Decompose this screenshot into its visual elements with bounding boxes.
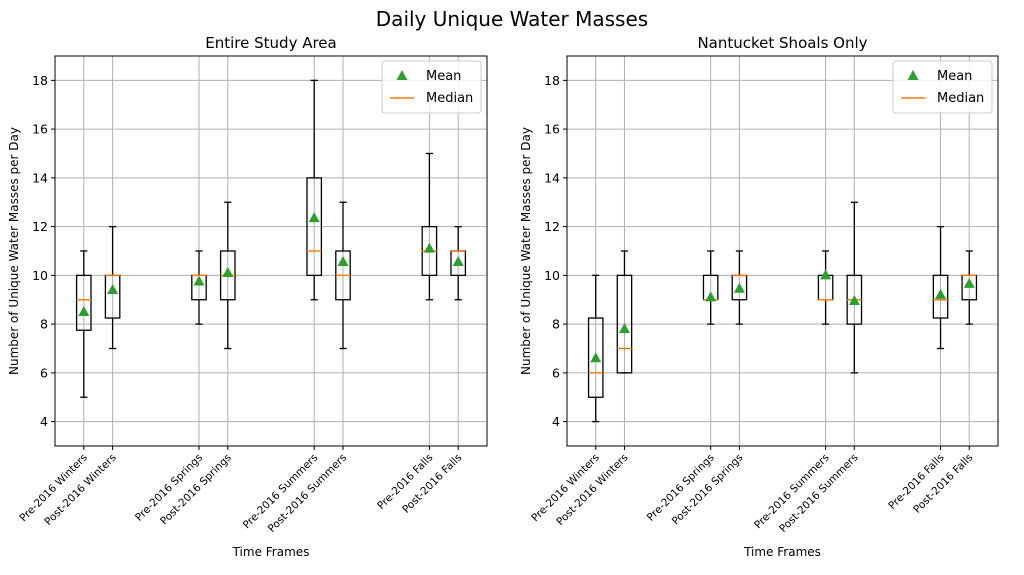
box-2 — [616, 250, 633, 374]
mean-marker — [423, 242, 435, 253]
box-6 — [846, 201, 863, 374]
panel-title: Nantucket Shoals Only — [697, 34, 867, 52]
y-tick-label: 12 — [32, 219, 48, 234]
y-tick-label: 4 — [40, 414, 48, 429]
mean-marker — [820, 269, 832, 280]
box-iqr — [306, 177, 323, 277]
mean-marker — [963, 277, 975, 288]
mean-marker — [452, 255, 464, 266]
legend-median-label: Median — [937, 91, 984, 106]
x-axis-label: Time Frames — [743, 545, 821, 559]
y-tick-label: 6 — [40, 365, 48, 380]
box-8 — [961, 250, 978, 325]
box-4 — [731, 250, 748, 325]
box-4 — [219, 201, 236, 350]
y-tick-label: 18 — [32, 73, 48, 88]
box-iqr — [75, 274, 92, 331]
box-7 — [932, 225, 949, 350]
legend-mean-marker — [907, 70, 919, 80]
mean-marker — [308, 212, 320, 223]
mean-marker — [618, 323, 630, 333]
y-tick-label: 10 — [544, 268, 560, 283]
legend: Mean Median — [381, 60, 482, 114]
mean-marker — [193, 275, 205, 286]
axes-frame — [54, 55, 488, 447]
mean-marker — [222, 266, 234, 277]
legend-box — [381, 60, 482, 114]
box-7 — [421, 152, 438, 301]
axes-frame — [566, 55, 999, 447]
figure-title: Daily Unique Water Masses — [376, 7, 648, 31]
mean-marker — [935, 288, 947, 299]
box-iqr — [587, 317, 604, 398]
box-5 — [306, 79, 323, 301]
y-tick-label: 16 — [32, 122, 48, 137]
y-axis-label: Number of Unique Water Masses per Day — [519, 127, 533, 375]
box-5 — [817, 250, 834, 325]
y-tick-label: 12 — [544, 219, 560, 234]
y-tick-label: 8 — [552, 317, 560, 332]
box-3 — [191, 250, 207, 325]
y-tick-label: 4 — [552, 414, 560, 429]
y-tick-label: 10 — [32, 268, 48, 283]
legend-mean-label: Mean — [937, 69, 972, 84]
mean-marker — [337, 255, 349, 266]
x-axis-label: Time Frames — [232, 545, 310, 559]
mean-marker — [590, 352, 602, 363]
y-tick-label: 14 — [32, 170, 48, 185]
panel-title: Entire Study Area — [205, 34, 336, 52]
legend: Mean Median — [892, 60, 993, 114]
mean-marker — [705, 291, 717, 302]
box-2 — [104, 225, 121, 350]
legend-box — [892, 60, 993, 114]
y-tick-label: 14 — [544, 170, 560, 185]
legend-mean-label: Mean — [426, 69, 461, 84]
legend-median-label: Median — [426, 91, 473, 106]
y-tick-label: 16 — [544, 122, 560, 137]
y-tick-label: 6 — [552, 365, 560, 380]
box-8 — [450, 225, 467, 301]
y-tick-label: 8 — [40, 317, 48, 332]
box-iqr — [932, 274, 949, 319]
legend-mean-marker — [396, 70, 408, 80]
box-1 — [587, 274, 604, 423]
mean-marker — [78, 305, 90, 316]
box-3 — [702, 250, 719, 325]
mean-marker — [107, 284, 119, 294]
box-6 — [335, 201, 351, 350]
mean-marker — [848, 294, 860, 305]
mean-marker — [733, 282, 745, 293]
box-1 — [75, 250, 92, 398]
y-tick-label: 18 — [544, 73, 560, 88]
box-iqr — [616, 274, 633, 374]
y-axis-label: Number of Unique Water Masses per Day — [7, 127, 21, 375]
